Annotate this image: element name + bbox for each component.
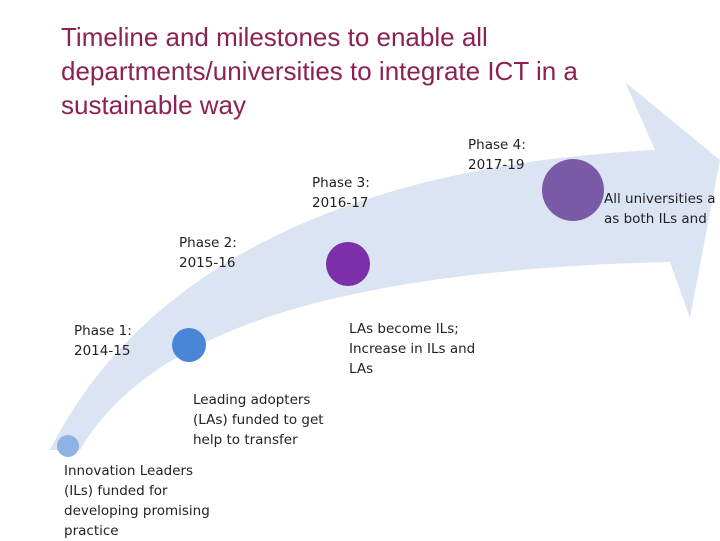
phase-1-label: Phase 1: 2014-15 — [74, 323, 132, 359]
phase-2-label: Phase 2: 2015-16 — [179, 235, 237, 271]
start-milestone-description: Innovation Leaders (ILs) funded for deve… — [64, 463, 210, 539]
phase-4-label: Phase 4: 2017-19 — [468, 137, 526, 173]
timeline-arrow-shape — [50, 82, 720, 450]
phase-3-milestone-description: All universities a as both ILs and — [604, 191, 716, 227]
phase-1-milestone-dot — [172, 328, 206, 362]
phase-1-milestone-description: Leading adopters (LAs) funded to get hel… — [193, 392, 324, 448]
phase-2-milestone-dot — [326, 242, 370, 286]
phase-3-label: Phase 3: 2016-17 — [312, 175, 370, 211]
phase-3-milestone-dot — [542, 159, 604, 221]
phase-2-milestone-description: LAs become ILs; Increase in ILs and LAs — [349, 321, 476, 377]
page-title: Timeline and milestones to enable all de… — [61, 22, 578, 120]
start-milestone-dot — [57, 435, 79, 457]
